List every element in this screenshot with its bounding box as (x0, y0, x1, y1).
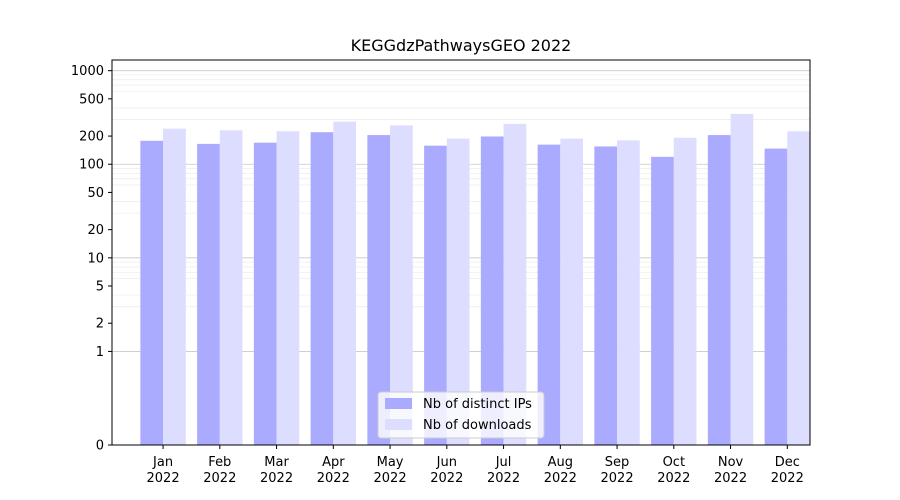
x-tick-label-month: Jul (495, 455, 512, 470)
x-tick-label-month: Dec (775, 455, 800, 470)
bar-distinct-ips (480, 136, 504, 445)
bar-downloads (673, 137, 697, 445)
y-tick-label: 200 (79, 130, 104, 145)
y-tick-label: 0 (96, 439, 104, 454)
x-tick-label-year: 2022 (771, 471, 804, 486)
x-tick-label-year: 2022 (203, 471, 236, 486)
y-tick-label: 1000 (71, 64, 104, 79)
legend-label-downloads: Nb of downloads (423, 418, 532, 433)
plot-frame (111, 59, 811, 446)
y-tick-label: 500 (79, 92, 104, 107)
bar-distinct-ips (651, 156, 674, 446)
bar-downloads (730, 113, 754, 446)
bar-distinct-ips (424, 145, 447, 445)
bar-distinct-ips (253, 142, 277, 445)
bar-distinct-ips (367, 135, 391, 445)
x-axis: Jan2022Feb2022Mar2022Apr2022May2022Jun20… (147, 445, 804, 486)
x-tick-label-month: May (377, 455, 404, 470)
x-tick-label-year: 2022 (430, 471, 463, 486)
x-tick-label-month: Sep (605, 455, 630, 470)
bar-distinct-ips (594, 146, 618, 446)
y-tick-label: 100 (79, 158, 104, 173)
bar-distinct-ips (764, 148, 788, 445)
x-tick-label-month: Aug (548, 455, 573, 470)
x-tick-label-year: 2022 (601, 471, 634, 486)
bar-downloads (503, 123, 527, 445)
y-tick-label: 2 (96, 317, 104, 332)
bar-distinct-ips (140, 140, 164, 445)
bar-downloads (163, 128, 186, 445)
x-tick-label-month: Jan (152, 455, 173, 470)
legend: Nb of distinct IPs Nb of downloads (377, 391, 545, 439)
x-tick-label-month: Nov (718, 455, 744, 470)
bar-downloads (560, 138, 584, 445)
legend-swatch-ips (385, 398, 412, 409)
x-tick-label-month: Feb (208, 455, 231, 470)
bar-downloads (446, 138, 470, 445)
x-tick-label-year: 2022 (657, 471, 690, 486)
bar-downloads (276, 131, 300, 445)
x-tick-label-month: Apr (322, 455, 345, 470)
bar-distinct-ips (537, 144, 561, 445)
bar-distinct-ips (707, 135, 731, 445)
bar-downloads (617, 140, 640, 445)
bar-distinct-ips (310, 132, 334, 445)
y-tick-label: 20 (87, 223, 104, 238)
x-tick-label-year: 2022 (317, 471, 350, 486)
x-tick-label-year: 2022 (147, 471, 180, 486)
x-tick-label-year: 2022 (487, 471, 520, 486)
x-tick-label-year: 2022 (714, 471, 747, 486)
legend-swatch-downloads (385, 419, 412, 430)
x-tick-label-month: Mar (264, 455, 289, 470)
x-tick-label-month: Jun (436, 455, 457, 470)
legend-label-ips: Nb of distinct IPs (423, 397, 532, 412)
chart-title: KEGGdzPathwaysGEO 2022 (351, 36, 572, 55)
bar-downloads (787, 131, 810, 445)
y-tick-label: 1 (96, 345, 104, 360)
y-axis: 0 1 2 5 10 20 50 100 200 500 1000 (71, 64, 112, 454)
x-tick-label-year: 2022 (544, 471, 577, 486)
y-tick-label: 10 (87, 251, 104, 266)
x-tick-label-year: 2022 (260, 471, 293, 486)
bar-distinct-ips (197, 143, 220, 445)
y-tick-label: 50 (87, 186, 104, 201)
bar-downloads (390, 125, 413, 445)
bar-downloads (219, 130, 243, 446)
bar-downloads (333, 121, 357, 446)
bars (140, 113, 810, 446)
legend-box (377, 391, 545, 439)
y-tick-label: 5 (96, 280, 104, 295)
x-tick-label-month: Oct (663, 455, 685, 470)
x-tick-label-year: 2022 (374, 471, 407, 486)
